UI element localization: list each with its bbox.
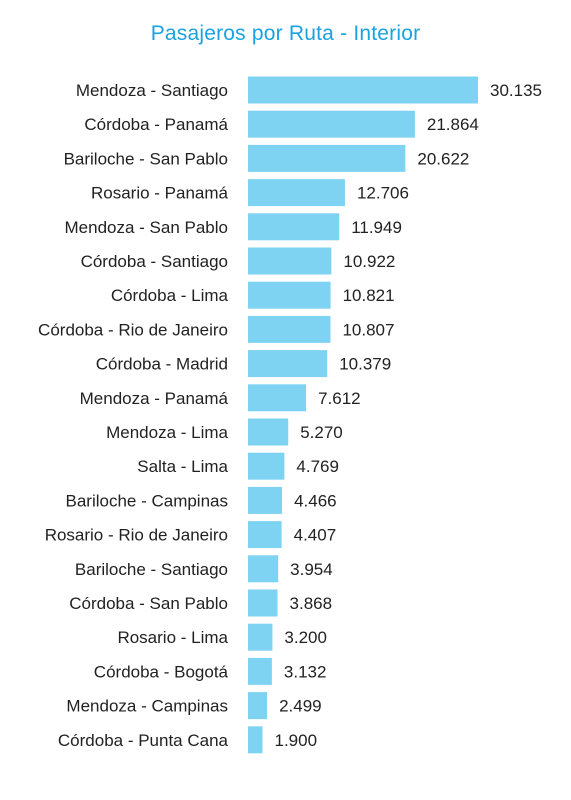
value-label: 5.270	[300, 423, 343, 442]
category-label: Bariloche - Santiago	[75, 560, 228, 579]
value-label: 7.612	[318, 389, 361, 408]
category-label: Rosario - Rio de Janeiro	[45, 526, 228, 545]
category-label: Bariloche - San Pablo	[64, 149, 228, 168]
value-label: 21.864	[427, 115, 479, 134]
value-label: 12.706	[357, 184, 409, 203]
category-label: Rosario - Lima	[117, 628, 228, 647]
category-label: Córdoba - San Pablo	[69, 594, 228, 613]
value-label: 10.922	[343, 252, 395, 271]
bar	[248, 315, 331, 343]
bars-group: Mendoza - Santiago 30.135 Córdoba - Panamá…	[38, 76, 542, 754]
value-label: 3.200	[284, 628, 327, 647]
value-label: 10.807	[342, 320, 394, 339]
bar	[248, 692, 268, 720]
category-label: Bariloche - Campinas	[65, 491, 228, 510]
category-label: Mendoza - Panamá	[80, 389, 229, 408]
category-label: Córdoba - Santiago	[81, 252, 228, 271]
value-label: 4.407	[294, 526, 337, 545]
category-label: Córdoba - Panamá	[84, 115, 228, 134]
value-label: 4.466	[294, 491, 337, 510]
category-label: Salta - Lima	[137, 457, 228, 476]
value-label: 2.499	[279, 697, 322, 716]
bar	[248, 726, 263, 754]
value-label: 3.868	[290, 594, 333, 613]
value-label: 10.379	[339, 355, 391, 374]
value-label: 30.135	[490, 81, 542, 100]
value-label: 20.622	[417, 149, 469, 168]
value-label: 3.954	[290, 560, 333, 579]
value-label: 3.132	[284, 662, 327, 681]
bar	[248, 589, 278, 617]
category-label: Córdoba - Madrid	[96, 355, 228, 374]
bar	[248, 350, 328, 378]
category-label: Mendoza - Lima	[106, 423, 228, 442]
bar	[248, 452, 285, 480]
category-label: Córdoba - Rio de Janeiro	[38, 320, 228, 339]
category-label: Córdoba - Lima	[111, 286, 229, 305]
chart-title: Pasajeros por Ruta - Interior	[150, 22, 421, 45]
value-label: 11.949	[351, 218, 402, 237]
bar	[248, 486, 283, 514]
category-label: Mendoza - San Pablo	[65, 218, 229, 237]
category-label: Córdoba - Punta Cana	[58, 731, 229, 750]
bar	[248, 555, 279, 583]
bar	[248, 657, 272, 685]
category-label: Rosario - Panamá	[91, 184, 229, 203]
category-label: Córdoba - Bogotá	[94, 662, 229, 681]
bar	[248, 623, 273, 651]
bar	[248, 110, 415, 138]
bar	[248, 213, 340, 241]
bar	[248, 247, 332, 275]
bar	[248, 281, 331, 309]
bar	[248, 179, 345, 207]
bar	[248, 384, 307, 412]
bar	[248, 418, 289, 446]
bar	[248, 144, 406, 172]
value-label: 4.769	[296, 457, 339, 476]
value-label: 10.821	[343, 286, 395, 305]
category-label: Mendoza - Santiago	[76, 81, 228, 100]
bar	[248, 521, 282, 549]
category-label: Mendoza - Campinas	[66, 697, 228, 716]
bar	[248, 76, 478, 104]
value-label: 1.900	[275, 731, 318, 750]
